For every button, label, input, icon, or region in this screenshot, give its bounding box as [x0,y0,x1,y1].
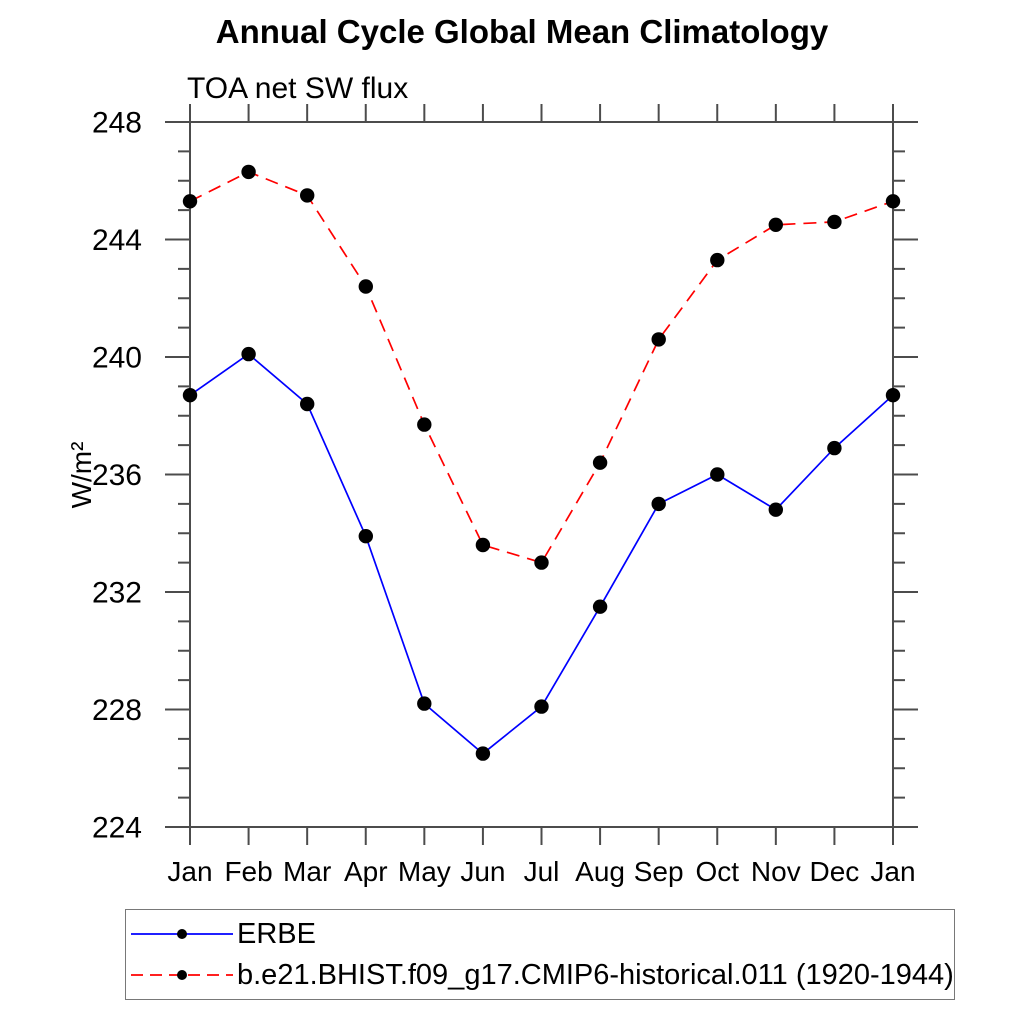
chart-subtitle: TOA net SW flux [187,72,409,105]
data-point-marker [300,188,315,203]
y-tick-label: 224 [92,812,142,845]
x-tick-label: Oct [695,856,739,887]
legend-line-sample-erbe [131,929,233,939]
x-tick-label: Apr [344,856,388,887]
x-tick-label: Jul [524,856,560,887]
y-tick-label: 232 [92,577,142,610]
x-tick-label: Mar [283,856,331,887]
data-point-marker [475,537,491,553]
legend-item-erbe: ERBE [129,914,954,955]
y-tick-label: 240 [92,342,142,375]
series-line-model [189,170,894,564]
data-point-marker [710,467,725,482]
data-point-marker [651,496,666,512]
x-tick-label: Aug [575,856,625,887]
legend-box: ERBE b.e21.BHIST.f09_g17.CMIP6-historica… [125,909,955,1000]
data-point-marker [417,696,432,711]
data-point-marker [358,279,373,294]
data-point-marker [592,599,608,614]
y-tick-label: 248 [92,107,142,140]
data-point-marker [768,217,783,232]
data-point-marker [358,529,373,544]
y-tick-label: 236 [92,459,142,492]
chart-title: Annual Cycle Global Mean Climatology [215,13,829,50]
legend-label-erbe: ERBE [237,917,316,950]
x-tick-label: Nov [751,856,801,887]
x-tick-label: Sep [634,856,684,887]
y-tick-label: 244 [92,224,142,257]
legend-marker-erbe [177,929,187,939]
x-tick-label: Dec [810,856,860,887]
data-point-marker [885,388,901,403]
data-point-marker [710,252,725,268]
legend-item-model: b.e21.BHIST.f09_g17.CMIP6-historical.011… [129,955,954,996]
data-point-marker [182,388,198,403]
data-point-marker [592,455,608,470]
legend-marker-model [177,970,187,980]
data-point-marker [534,699,549,714]
x-tick-label: Jan [870,856,915,887]
data-point-marker [475,746,491,761]
legend-line-sample-model [131,970,233,980]
y-tick-label: 228 [92,694,142,727]
data-point-marker [827,440,842,456]
data-point-marker [885,194,901,209]
x-tick-label: May [398,856,451,887]
x-tick-label: Feb [224,856,272,887]
data-point-marker [241,346,256,362]
series-line-erbe [189,353,894,755]
data-point-marker [417,417,432,432]
data-point-marker [534,555,549,570]
data-point-marker [300,396,315,412]
data-point-marker [651,332,666,347]
data-point-marker [241,164,256,180]
x-tick-label: Jan [167,856,212,887]
data-point-marker [182,194,198,209]
plot-frame [189,121,894,828]
legend-label-model: b.e21.BHIST.f09_g17.CMIP6-historical.011… [237,958,954,991]
x-tick-label: Jun [460,856,505,887]
data-point-marker [827,214,842,230]
data-point-marker [768,502,783,517]
